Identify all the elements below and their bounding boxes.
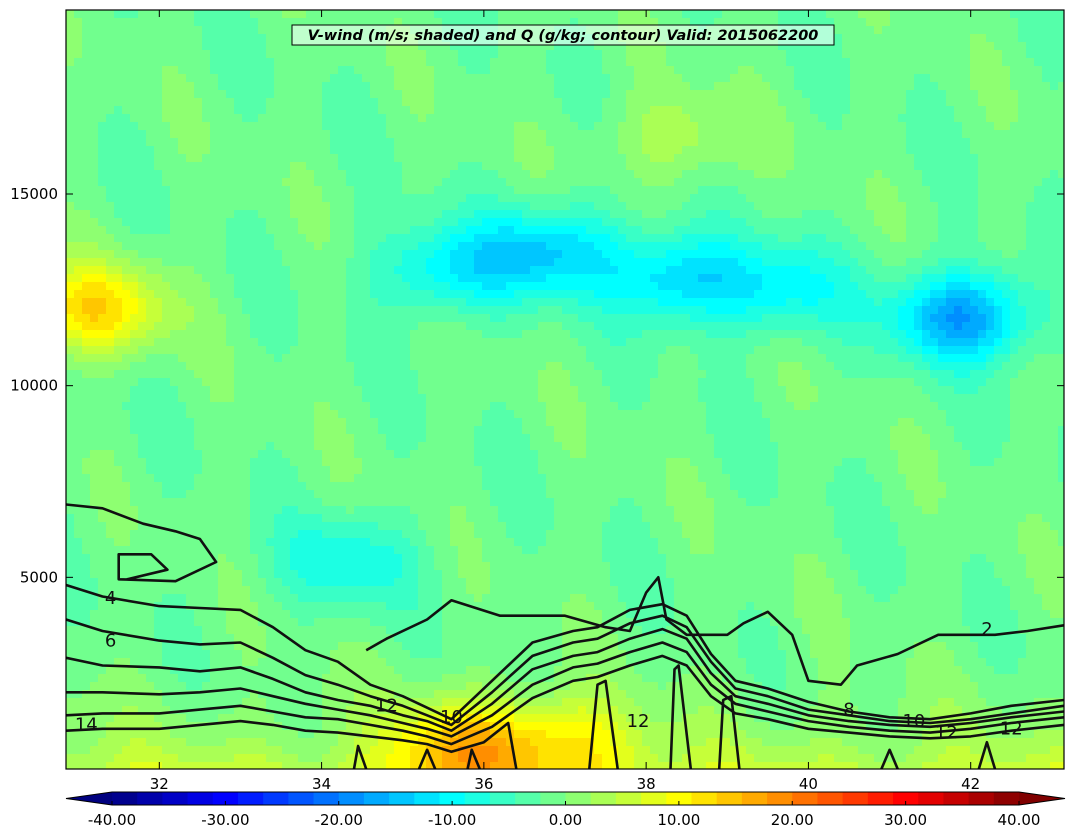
colorbar-extend-high <box>1019 792 1065 805</box>
colorbar-tick-label: 30.00 <box>884 811 927 829</box>
colorbar-segment <box>918 792 944 805</box>
x-tick-label: 38 <box>637 775 656 793</box>
colorbar-tick-label: 20.00 <box>771 811 814 829</box>
colorbar-segment <box>414 792 441 805</box>
contour-line-14 <box>717 694 741 769</box>
plot-frame <box>65 9 1065 770</box>
x-tick-label: 42 <box>961 775 980 793</box>
colorbar-tick-label: -40.00 <box>88 811 136 829</box>
colorbar-segment <box>263 792 289 805</box>
y-tick-label: 10000 <box>10 377 58 395</box>
colorbar-tick-label: 40.00 <box>998 811 1041 829</box>
colorbar-tick-label: -10.00 <box>428 811 476 829</box>
colorbar-segment <box>817 792 844 805</box>
contour-line-14 <box>880 748 899 769</box>
contour-line-4 <box>66 583 1064 721</box>
colorbar-segment <box>590 792 617 805</box>
colorbar-segment <box>313 792 340 805</box>
colorbar-segment <box>842 792 869 805</box>
x-tick-label: 34 <box>312 775 331 793</box>
colorbar-segment <box>615 792 642 805</box>
shaded-field <box>66 10 1064 769</box>
colorbar-tick-label: 10.00 <box>657 811 700 829</box>
colorbar-segment <box>691 792 718 805</box>
colorbar-segment <box>515 792 541 805</box>
colorbar-segment <box>993 792 1020 805</box>
contour-label: 10 <box>440 707 463 728</box>
contour-line-2 <box>365 576 1064 686</box>
colorbar-tick-label: -20.00 <box>315 811 363 829</box>
contour-label: 12 <box>935 722 958 743</box>
contour-line-2 <box>66 503 218 583</box>
colorbar-segment <box>212 792 239 805</box>
contour-line-14 <box>417 748 437 769</box>
colorbar-tick-label: -30.00 <box>201 811 249 829</box>
contour-line-14 <box>466 748 481 769</box>
colorbar-segment <box>565 792 592 805</box>
colorbar-segment <box>338 792 365 805</box>
colorbar-segment <box>464 792 491 805</box>
contour-line-10 <box>66 641 1064 738</box>
colorbar-segment <box>137 792 163 805</box>
contour-label: 14 <box>75 715 98 736</box>
colorbar-segment <box>641 792 667 805</box>
colorbar-segment <box>767 792 793 805</box>
colorbar-segment <box>792 792 818 805</box>
contour-label: 4 <box>105 588 116 609</box>
colorbar-segment <box>716 792 743 805</box>
contour-line-12 <box>66 654 1064 746</box>
colorbar-segment <box>666 792 692 805</box>
contour-line-14 <box>66 719 518 769</box>
colorbar-segment <box>893 792 919 805</box>
y-tick-label: 5000 <box>20 568 58 586</box>
colorbar-segment <box>363 792 390 805</box>
colorbar-segment <box>489 792 516 805</box>
contour-line-14 <box>977 740 997 769</box>
colorbar-segment <box>943 792 970 805</box>
colorbar-segment <box>968 792 995 805</box>
colorbar: -40.00 -30.00 -20.00 -10.00 0.00 10.00 20.00 30… <box>65 791 1066 829</box>
contour-label: 8 <box>843 699 854 720</box>
colorbar-extend-low <box>66 792 112 805</box>
colorbar-segment <box>741 792 768 805</box>
contour-line-12 <box>669 664 693 769</box>
contour-label: 2 <box>981 619 992 640</box>
x-tick-label: 32 <box>150 775 169 793</box>
chart-title: V-wind (m/s; shaded) and Q (g/kg; contou… <box>308 28 819 44</box>
x-axis: 32 34 36 38 40 42 <box>150 10 980 793</box>
contour-label: 12 <box>627 711 650 732</box>
colorbar-segment <box>540 792 566 805</box>
colorbar-segment <box>439 792 466 805</box>
y-axis: 5000 10000 15000 <box>10 185 1064 586</box>
contour-line-8 <box>66 627 1064 732</box>
colorbar-segment <box>389 792 415 805</box>
colorbar-segment <box>187 792 214 805</box>
x-tick-label: 40 <box>799 775 818 793</box>
contour-line-6 <box>66 614 1064 727</box>
x-tick-label: 36 <box>474 775 493 793</box>
colorbar-tick-label: 0.00 <box>549 811 582 829</box>
chart-title-box: V-wind (m/s; shaded) and Q (g/kg; contou… <box>291 24 835 46</box>
humidity-contours: 4 6 12 10 14 12 8 10 12 12 2 <box>66 503 1064 769</box>
contour-line-14 <box>352 744 368 769</box>
contour-label: 12 <box>1000 719 1023 740</box>
colorbar-segment <box>288 792 315 805</box>
colorbar-segment <box>867 792 894 805</box>
colorbar-segment <box>237 792 264 805</box>
contour-label: 6 <box>105 630 116 651</box>
contour-label: 10 <box>902 711 925 732</box>
colorbar-segment <box>162 792 189 805</box>
y-tick-label: 15000 <box>10 185 58 203</box>
colorbar-segment <box>112 792 138 805</box>
contour-label: 12 <box>375 696 398 717</box>
contour-line-12 <box>588 679 619 769</box>
